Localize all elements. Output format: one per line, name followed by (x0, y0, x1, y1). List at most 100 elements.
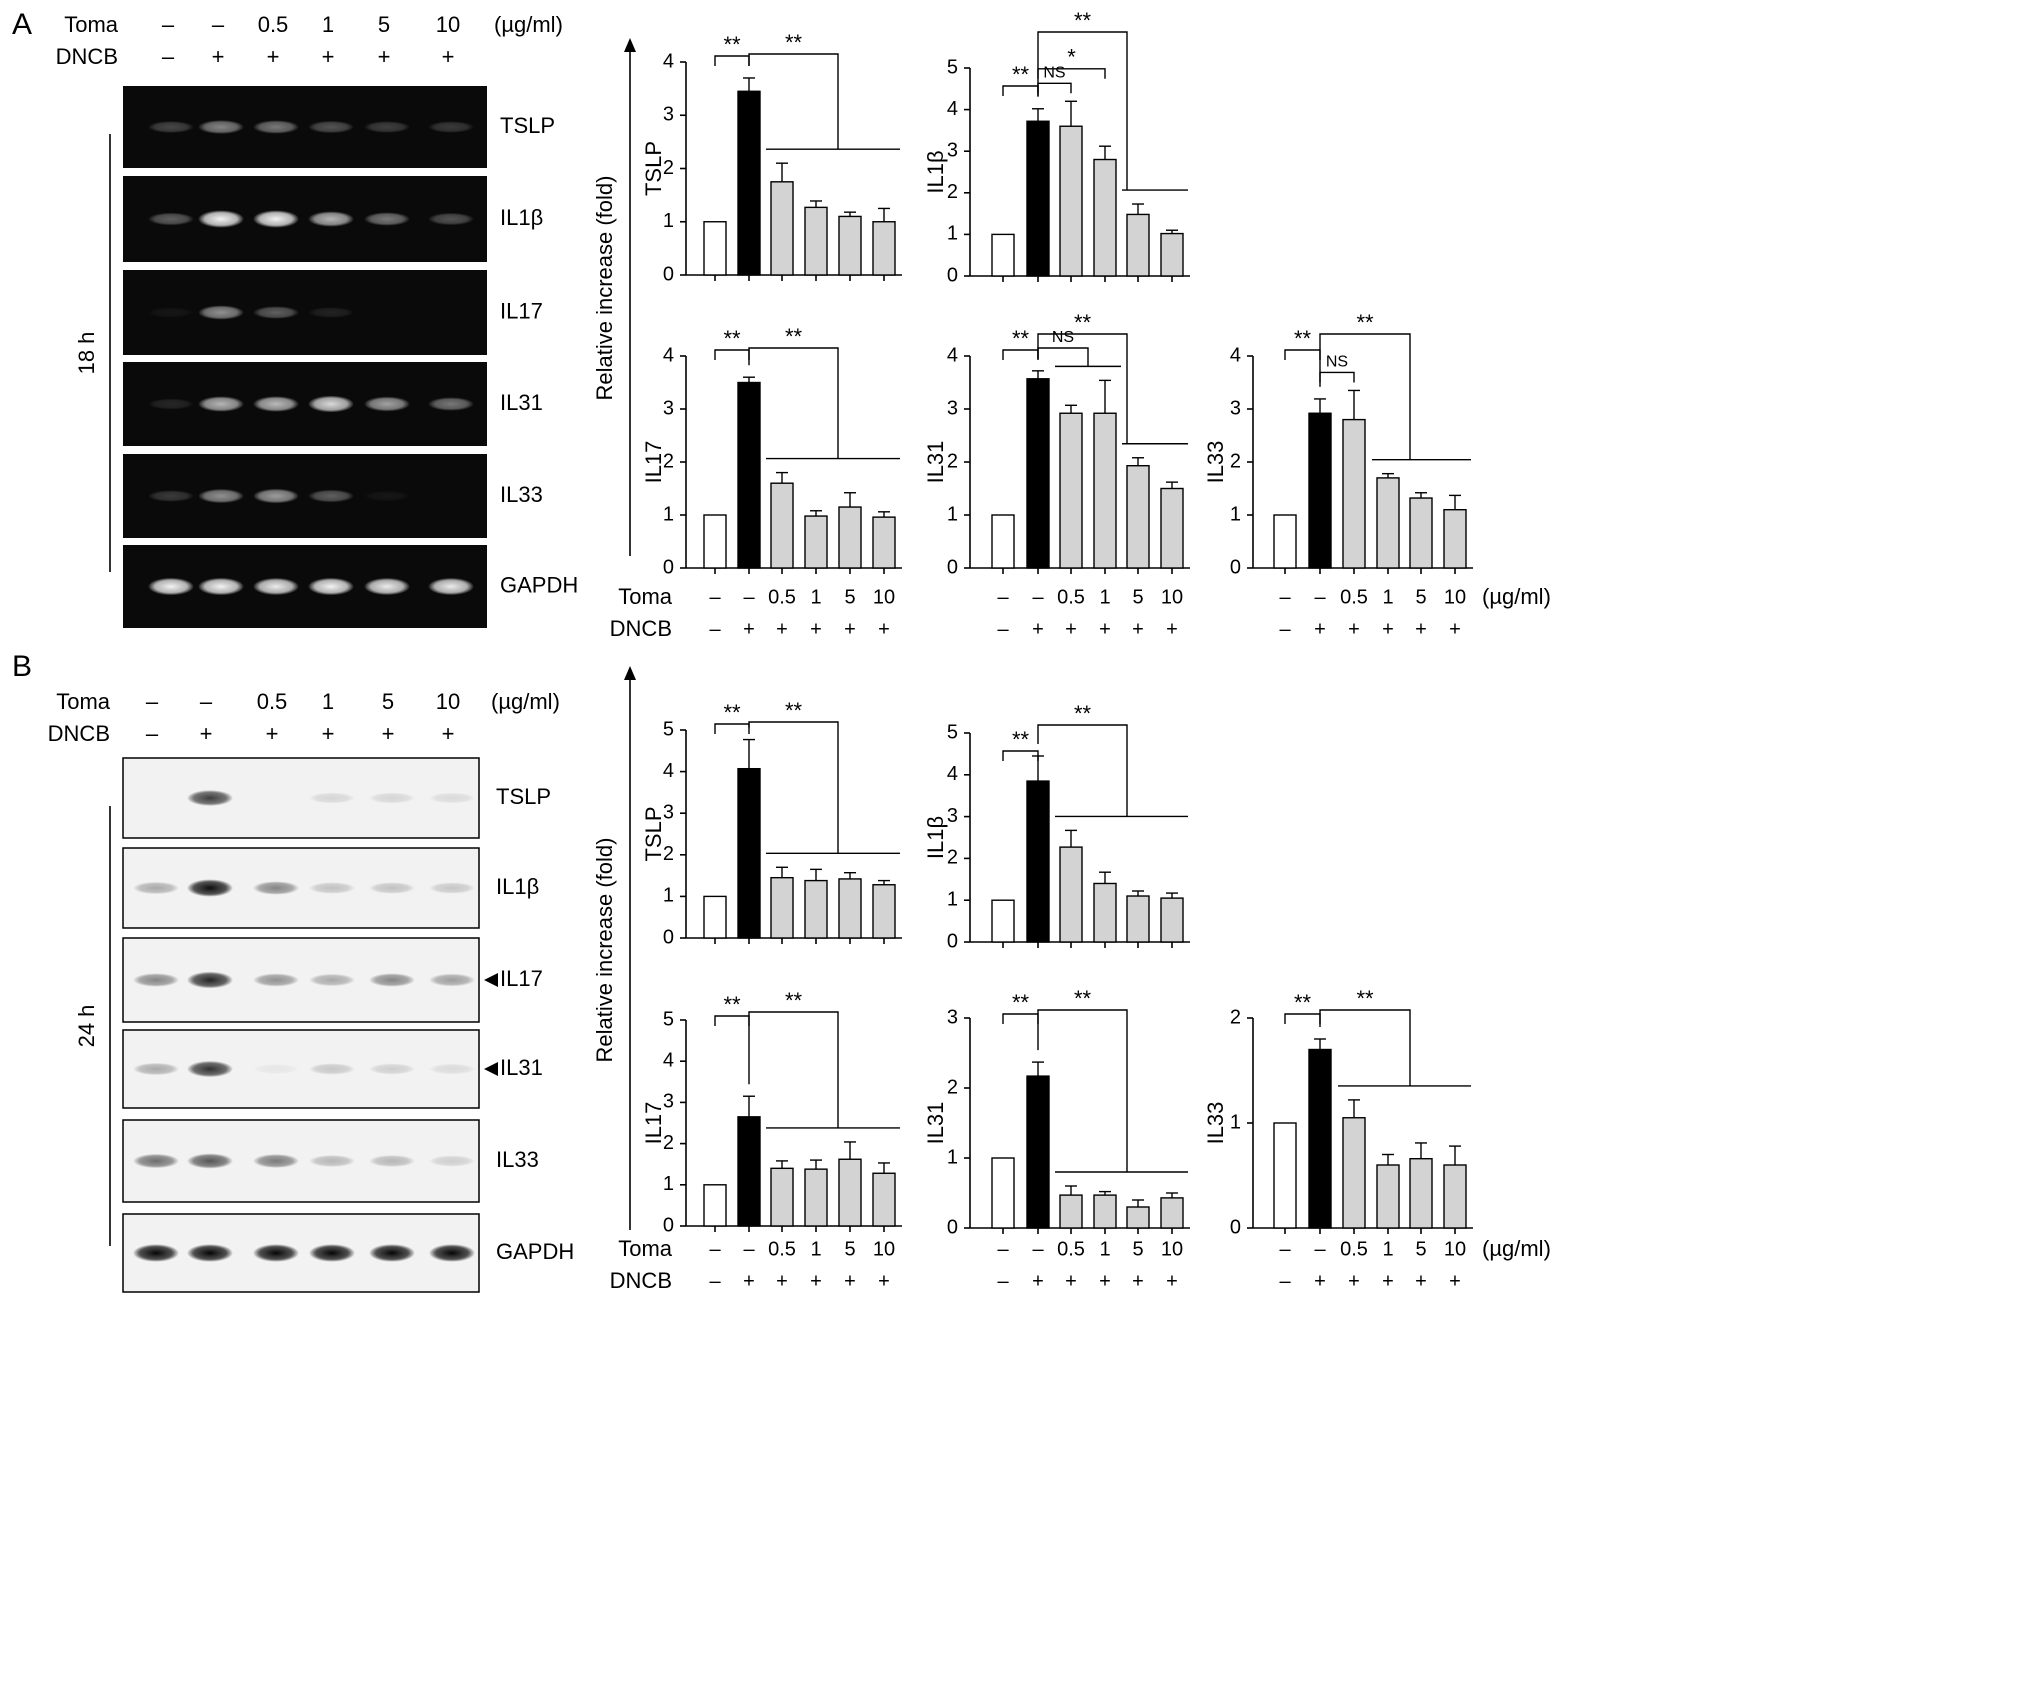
axis-lane-value: – (743, 586, 755, 608)
header-lane-value: – (146, 721, 159, 746)
axis-row-label-toma: Toma (618, 584, 673, 609)
header-lane-value: 5 (382, 689, 394, 714)
bar (1026, 780, 1050, 943)
header-lane-value: – (162, 44, 175, 69)
axis-lane-value: 0.5 (768, 1238, 796, 1260)
significance-label: ** (1074, 986, 1092, 1011)
blot-band (133, 881, 179, 895)
y-tick-label: 5 (947, 56, 958, 78)
blot-row-label: IL17 (500, 966, 543, 991)
header-lane-value: + (442, 721, 455, 746)
significance-label: ** (1074, 701, 1092, 726)
chart-B-il17: 0 1 2 3 4 5 IL17 ** ** (641, 988, 902, 1236)
y-tick-label: 1 (947, 503, 958, 525)
bar (838, 1158, 862, 1227)
blot-band (369, 882, 415, 894)
y-tick-label: 2 (947, 450, 958, 472)
y-tick-label: 5 (663, 1008, 674, 1030)
chart-y-label: IL31 (923, 1102, 948, 1145)
blot-strip-0 (122, 757, 480, 839)
bar (737, 90, 761, 276)
blot-band (253, 1154, 299, 1168)
y-tick-label: 4 (947, 763, 958, 785)
blot-band (308, 577, 354, 596)
blot-layer (122, 86, 487, 1293)
blot-band (187, 1153, 233, 1169)
significance-bracket (1002, 750, 1039, 761)
significance-label: ** (785, 698, 803, 723)
axis-lane-value: + (743, 618, 755, 640)
axis-lane-value: – (709, 1238, 721, 1260)
axis-lane-value: – (709, 1270, 721, 1292)
bar (1376, 1164, 1400, 1229)
y-tick-label: 1 (947, 223, 958, 245)
bar (1443, 1164, 1467, 1229)
axis-lane-value: + (844, 1270, 856, 1292)
bar (1093, 412, 1117, 569)
axis-lane-value: 10 (873, 586, 895, 608)
header-unit: (µg/ml) (491, 689, 560, 714)
chart-B-il1: 0 1 2 3 4 5 IL1β ** ** (923, 701, 1190, 952)
y-tick-label: 2 (1230, 450, 1241, 472)
header-lane-value: + (322, 721, 335, 746)
axis-lane-value: – (997, 618, 1009, 640)
y-tick-label: 2 (1230, 1006, 1241, 1028)
bar (737, 381, 761, 569)
y-tick-label: 3 (947, 397, 958, 419)
bar (1126, 465, 1150, 569)
axis-lane-value: + (1314, 1270, 1326, 1292)
axis-lane-value: + (1132, 1270, 1144, 1292)
blot-band (364, 212, 410, 226)
blot-strip-3 (122, 1029, 480, 1109)
blot-band (253, 1244, 299, 1262)
significance-label: ** (785, 30, 803, 55)
bar (1026, 378, 1050, 569)
panel-letter: B (12, 650, 32, 683)
band-arrow-icon (484, 1062, 498, 1076)
header-lane-value: – (200, 689, 213, 714)
blot-band (253, 881, 299, 895)
time-label: 18 h (74, 332, 99, 375)
significance-bracket (1319, 333, 1411, 460)
axis-lane-value: + (1065, 1270, 1077, 1292)
bar (991, 233, 1015, 277)
significance-bracket (1319, 1009, 1411, 1086)
y-tick-label: 3 (663, 104, 674, 126)
y-tick-label: 1 (947, 1146, 958, 1168)
y-tick-label: 0 (947, 264, 958, 286)
axis-lane-value: 1 (1099, 1238, 1110, 1260)
y-tick-label: 1 (663, 1173, 674, 1195)
blot-band (133, 973, 179, 987)
significance-label: ** (1356, 310, 1374, 335)
bar (1093, 1194, 1117, 1229)
blot-band (308, 489, 354, 503)
y-tick-label: 4 (947, 344, 958, 366)
y-tick-label: 3 (663, 801, 674, 823)
bar (1342, 1117, 1366, 1229)
y-tick-label: 2 (663, 1132, 674, 1154)
blot-band (429, 882, 475, 894)
bar (1059, 412, 1083, 569)
blot-band (308, 211, 354, 227)
y-tick-label: 2 (663, 843, 674, 865)
axis-lane-value: + (1382, 1270, 1394, 1292)
bar (1059, 846, 1083, 943)
blot-band (364, 577, 410, 596)
header-lane-value: 0.5 (257, 689, 288, 714)
bar (872, 221, 896, 276)
blot-band (133, 1153, 179, 1169)
y-tick-label: 1 (947, 888, 958, 910)
blot-row-label: IL17 (500, 298, 543, 323)
blot-band (187, 1060, 233, 1078)
blot-strip-2 (122, 937, 480, 1023)
blot-band (428, 212, 474, 226)
significance-bracket (748, 53, 839, 150)
header-lane-value: 10 (436, 12, 460, 37)
chart-y-label: IL1β (923, 816, 948, 859)
axis-lane-value: + (776, 618, 788, 640)
panel-letter: A (12, 8, 32, 41)
chart-B-tslp: 0 1 2 3 4 5 TSLP ** ** (641, 698, 902, 948)
y-tick-label: 4 (1230, 344, 1241, 366)
significance-label: ** (1012, 990, 1030, 1015)
